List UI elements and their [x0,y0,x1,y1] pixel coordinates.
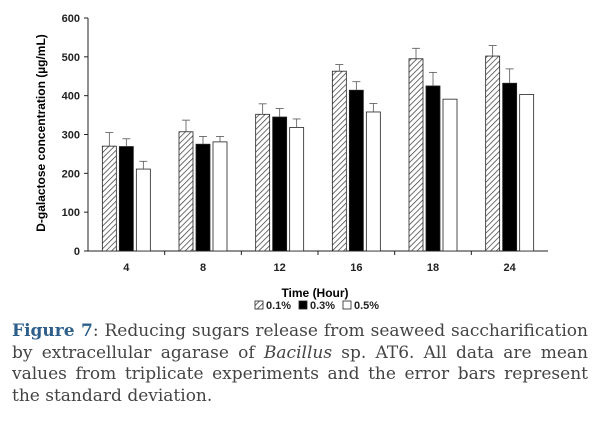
bar-0.5% [135,168,151,252]
x-tick-label: 24 [504,262,517,274]
bar-0.3% [272,116,288,252]
legend-label: 0.5% [354,300,379,312]
bar-0.3% [425,85,441,252]
bar-0.3% [195,143,211,252]
y-tick-label: 0 [74,246,80,258]
legend-swatch-0.1% [254,300,264,310]
x-tick-label: 8 [200,262,206,274]
caption-italic-species: Bacillus [263,342,333,363]
bar-0.1% [408,58,424,252]
bar-0.3% [118,146,134,252]
y-tick-label: 100 [62,207,80,219]
plot-area: 0 100 200 300 400 500 600 4 8 12 16 18 24 [62,13,548,274]
x-axis-title: Time (Hour) [281,286,348,300]
y-tick-label: 600 [62,13,80,25]
bar-0.5% [289,127,305,252]
y-tick-label: 400 [62,91,80,103]
x-tick-label: 12 [274,262,286,274]
y-tick-label: 300 [62,130,80,142]
legend-swatch-0.5% [342,300,352,310]
bar-0.5% [442,98,458,252]
x-tick-label: 16 [350,262,362,274]
figure-label: Figure 7 [12,321,93,341]
caption-text: : Reducing sugars release from seaweed s… [12,321,588,363]
bar-chart: 0 100 200 300 400 500 600 4 8 12 16 18 24 Time (Hour… [34,13,548,312]
bar-0.1% [485,55,501,252]
bar-0.5% [365,111,381,252]
bar-0.1% [178,131,194,252]
figure-caption: Figure 7: Reducing sugars release from s… [12,321,588,407]
legend: 0.1% 0.3% 0.5% [254,300,379,312]
bar-0.1% [101,145,117,252]
y-tick-label: 500 [62,52,80,64]
bar-0.5% [519,94,535,252]
caption-text-end: sp. AT6. All data are mean values from t… [12,342,588,406]
bar-0.1% [331,70,347,252]
y-tick-label: 200 [62,168,80,180]
bar-0.3% [502,82,518,252]
legend-label: 0.3% [310,300,335,312]
bar-0.1% [255,113,271,252]
legend-swatch-0.3% [298,300,308,310]
bar-0.5% [212,141,228,252]
x-tick-label: 4 [123,262,130,274]
y-axis-title: D-galactose concentration (µg/mL) [34,34,48,232]
x-tick-label: 18 [427,262,439,274]
legend-label: 0.1% [266,300,291,312]
bar-0.3% [348,89,364,252]
